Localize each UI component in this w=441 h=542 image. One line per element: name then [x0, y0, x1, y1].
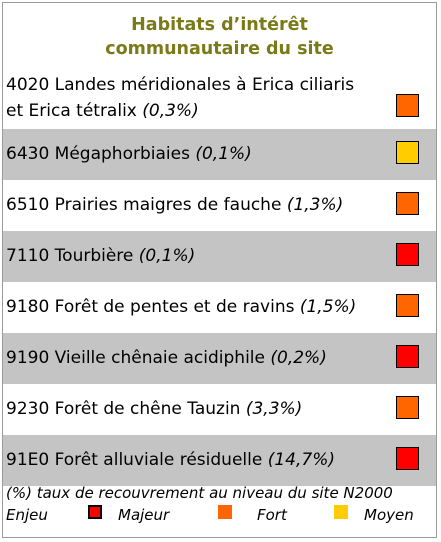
habitat-row-91e0: 91E0 Forêt alluviale résiduelle (14,7%): [3, 435, 436, 486]
enjeu-legend: Enjeu Majeur Fort Moyen: [6, 503, 436, 527]
panel-title: Habitats d’intérêt communautaire du site: [3, 13, 436, 61]
habitat-row-6510: 6510 Prairies maigres de fauche (1,3%): [3, 180, 436, 231]
habitat-row-7110: 7110 Tourbière (0,1%): [3, 231, 436, 282]
habitat-label: 9230 Forêt de chêne Tauzin: [6, 399, 246, 419]
legend-footer: (%) taux de recouvrement au niveau du si…: [6, 483, 436, 527]
enjeu-swatch-moyen: [396, 141, 419, 164]
enjeu-swatch-majeur: [396, 345, 419, 368]
habitat-row-9180: 9180 Forêt de pentes et de ravins (1,5%): [3, 282, 436, 333]
enjeu-swatch-majeur: [396, 243, 419, 266]
habitat-row-9190: 9190 Vieille chênaie acidiphile (0,2%): [3, 333, 436, 384]
enjeu-swatch-fort: [396, 396, 419, 419]
habitat-label: 6430 Mégaphorbiaies: [6, 144, 196, 164]
enjeu-swatch-fort: [396, 294, 419, 317]
habitat-percent: (0,1%): [195, 144, 252, 164]
habitat-label: 9180 Forêt de pentes et de ravins: [6, 297, 300, 317]
habitat-percent: (14,7%): [267, 450, 336, 470]
enjeu-swatch-fort: [396, 94, 419, 117]
enjeu-swatch-fort: [396, 192, 419, 215]
habitat-row-9230: 9230 Forêt de chêne Tauzin (3,3%): [3, 384, 436, 435]
legend-title: Enjeu: [6, 506, 48, 524]
habitat-label: 7110 Tourbière: [6, 246, 139, 266]
legend-swatch-moyen: [334, 505, 348, 519]
habitat-percent: (0,2%): [270, 348, 327, 368]
habitat-label: 91E0 Forêt alluviale résiduelle: [6, 450, 268, 470]
habitat-row-4020: 4020 Landes méridionales à Erica ciliari…: [3, 67, 436, 129]
habitat-label: 4020 Landes méridionales à Erica ciliari…: [6, 75, 355, 95]
legend-label-moyen: Moyen: [364, 506, 414, 524]
habitat-percent: (1,3%): [286, 195, 344, 215]
legend-label-majeur: Majeur: [118, 506, 170, 524]
habitat-row-6430: 6430 Mégaphorbiaies (0,1%): [3, 129, 436, 180]
legend-swatch-majeur: [88, 505, 102, 519]
habitat-percent: (0,1%): [138, 246, 196, 266]
habitat-list: 4020 Landes méridionales à Erica ciliari…: [3, 67, 436, 486]
coverage-note: (%) taux de recouvrement au niveau du si…: [6, 484, 393, 502]
legend-label-fort: Fort: [257, 506, 287, 524]
title-line-1: Habitats d’intérêt: [131, 15, 308, 35]
habitats-panel: Habitats d’intérêt communautaire du site…: [2, 2, 437, 538]
habitat-percent: (1,5%): [299, 297, 357, 317]
habitat-label-cont: et Erica tétralix: [6, 101, 143, 121]
habitat-label: 9190 Vieille chênaie acidiphile: [6, 348, 271, 368]
habitat-percent: (3,3%): [245, 399, 303, 419]
habitat-percent: (0,3%): [142, 101, 199, 121]
legend-swatch-fort: [218, 505, 232, 519]
enjeu-swatch-majeur: [396, 447, 419, 470]
title-line-2: communautaire du site: [105, 39, 334, 59]
habitat-label: 6510 Prairies maigres de fauche: [6, 195, 287, 215]
